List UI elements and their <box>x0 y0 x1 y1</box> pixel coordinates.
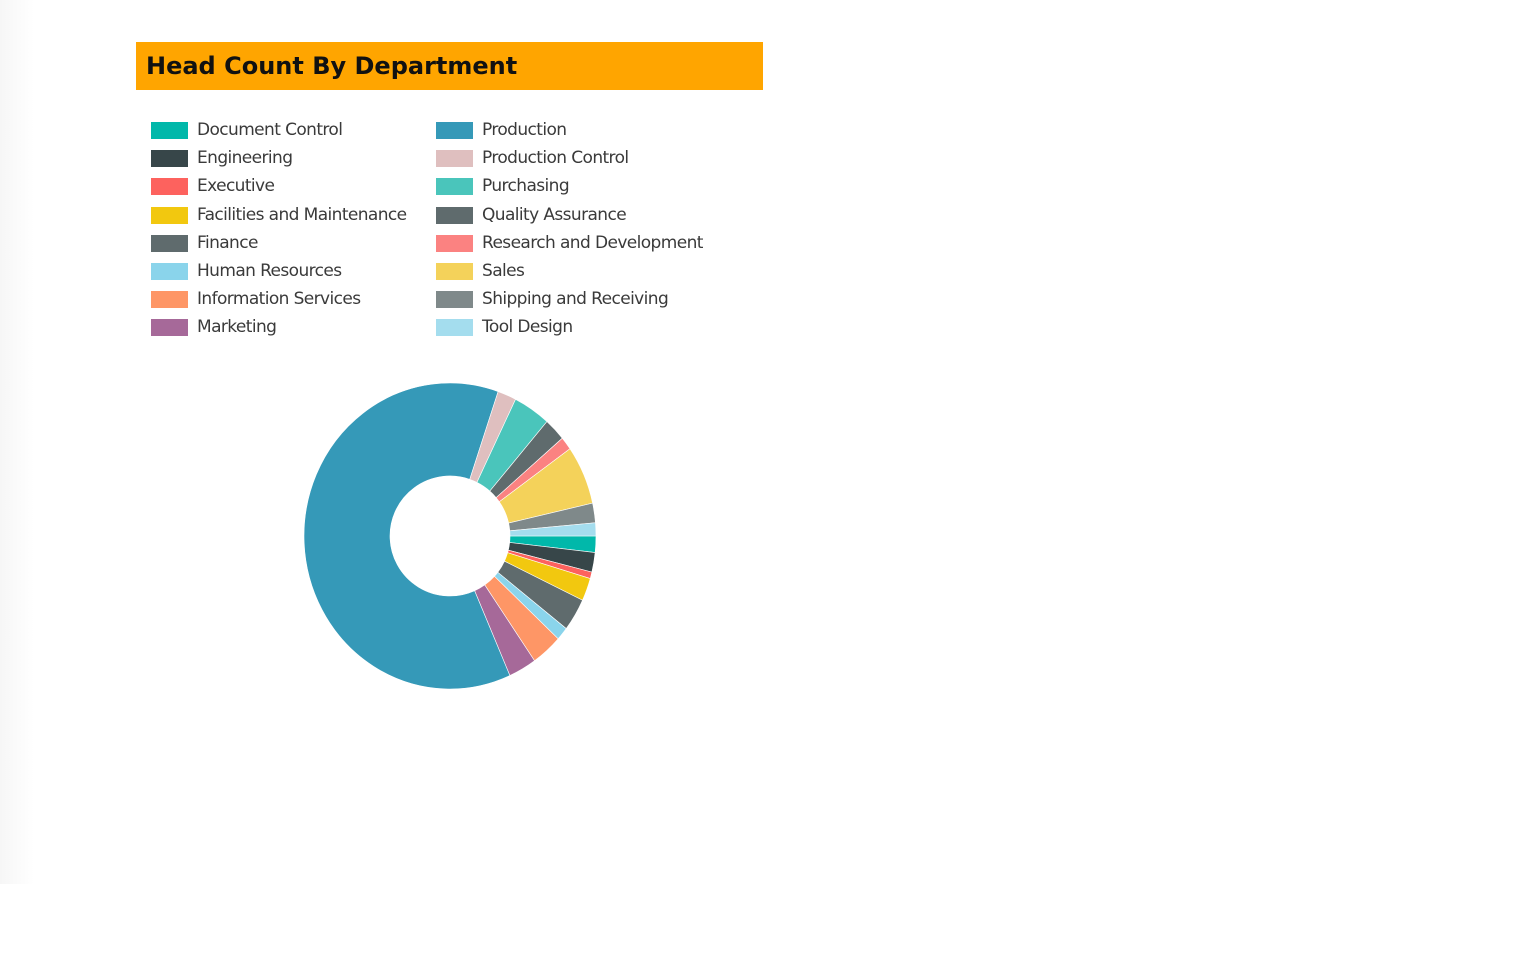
chart-title: Head Count By Department <box>146 52 518 80</box>
legend-swatch <box>436 206 473 224</box>
legend-swatch <box>151 122 188 139</box>
legend-swatch <box>436 234 473 252</box>
legend-swatch <box>436 319 473 337</box>
legend-swatch <box>151 150 188 168</box>
donut-slices <box>303 382 597 690</box>
legend-swatch <box>436 291 473 309</box>
slice-tool-design[interactable] <box>509 522 597 537</box>
chart-title-bar: Head Count By Department <box>136 42 763 90</box>
donut-chart <box>303 382 597 690</box>
legend-swatch <box>436 263 473 280</box>
chart-legend: Document Control Engineering Executive Faci… <box>151 116 751 356</box>
legend-swatch <box>436 122 473 139</box>
legend-label: Information Services <box>197 289 361 310</box>
legend-label: Engineering <box>197 148 293 169</box>
legend-label: Facilities and Maintenance <box>197 204 407 225</box>
legend-label: Shipping and Receiving <box>482 289 669 310</box>
legend-label: Research and Development <box>482 232 703 253</box>
legend-label: Quality Assurance <box>482 204 627 225</box>
legend-swatch <box>151 263 188 280</box>
legend-label: Tool Design <box>482 317 573 338</box>
legend-label: Human Resources <box>197 261 342 281</box>
legend-swatch <box>151 319 188 337</box>
legend-swatch <box>436 178 473 196</box>
legend-label: Production <box>482 120 567 140</box>
legend-label: Marketing <box>197 317 277 338</box>
left-panel-shade <box>0 0 34 884</box>
legend-label: Finance <box>197 232 258 253</box>
legend-label: Purchasing <box>482 176 570 197</box>
legend-swatch <box>151 206 188 224</box>
slice-production[interactable] <box>303 382 511 690</box>
legend-swatch <box>151 234 188 252</box>
legend-label: Production Control <box>482 148 629 169</box>
legend-label: Document Control <box>197 120 343 140</box>
legend-label: Executive <box>197 176 275 197</box>
legend-label: Sales <box>482 261 525 281</box>
legend-swatch <box>436 150 473 168</box>
legend-swatch <box>151 291 188 309</box>
legend-swatch <box>151 178 188 196</box>
